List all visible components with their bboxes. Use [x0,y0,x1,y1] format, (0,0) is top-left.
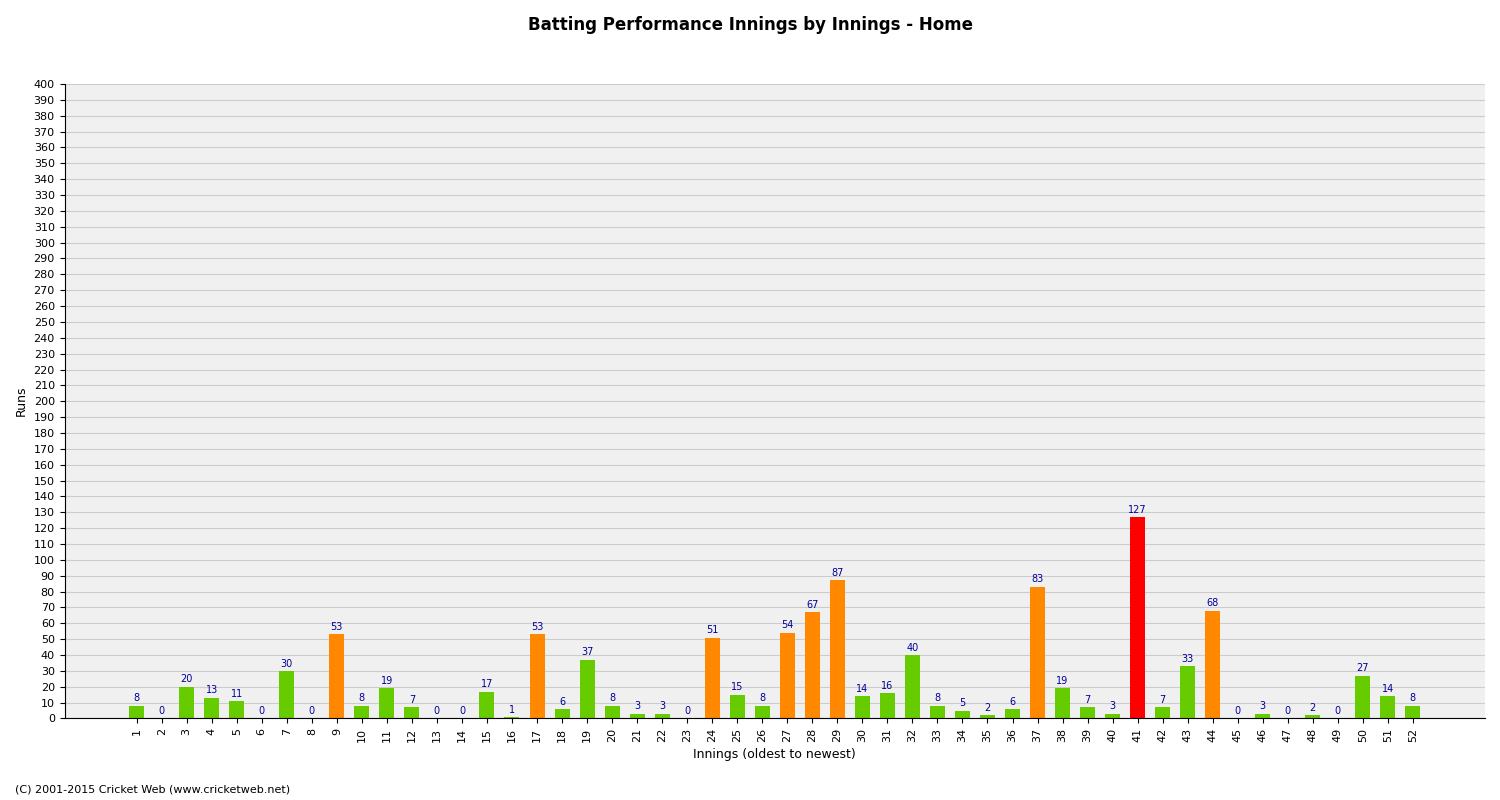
Text: 33: 33 [1182,654,1194,664]
Bar [1030,587,1045,718]
Text: 7: 7 [410,695,416,705]
Text: 8: 8 [609,694,615,703]
Bar [230,701,244,718]
Text: 8: 8 [134,694,140,703]
Text: 0: 0 [1284,706,1292,716]
Bar [579,660,594,718]
Bar [1054,688,1070,718]
Text: 0: 0 [1234,706,1240,716]
Text: 54: 54 [782,621,794,630]
Bar [504,717,519,718]
Text: 0: 0 [1335,706,1341,716]
Text: 2: 2 [984,703,990,713]
Text: 40: 40 [906,642,918,653]
Text: 2: 2 [1310,703,1316,713]
Text: 51: 51 [706,625,718,635]
Text: 68: 68 [1206,598,1219,608]
Text: 1: 1 [509,705,515,714]
Text: 67: 67 [806,600,819,610]
Bar [480,691,495,718]
Bar [178,686,194,718]
Text: (C) 2001-2015 Cricket Web (www.cricketweb.net): (C) 2001-2015 Cricket Web (www.cricketwe… [15,784,290,794]
Text: 53: 53 [531,622,543,632]
Bar [555,709,570,718]
Bar [729,694,744,718]
Bar [1380,696,1395,718]
Bar [830,581,844,718]
Bar [705,638,720,718]
Bar [880,693,896,718]
Text: 0: 0 [159,706,165,716]
Bar [1305,715,1320,718]
Bar [630,714,645,718]
Bar [1256,714,1270,718]
Text: 0: 0 [309,706,315,716]
Text: 20: 20 [180,674,194,684]
Bar [1204,610,1219,718]
Bar [980,715,994,718]
Text: 53: 53 [330,622,344,632]
Text: 27: 27 [1356,663,1370,674]
Text: 30: 30 [280,658,292,669]
Text: 6: 6 [560,697,566,706]
Bar [956,710,970,718]
Text: 6: 6 [1010,697,1016,706]
Bar [330,634,345,718]
Bar [904,655,920,718]
Text: 0: 0 [459,706,465,716]
Bar [930,706,945,718]
Bar [1155,707,1170,718]
Bar [1005,709,1020,718]
Bar [380,688,394,718]
Text: 17: 17 [482,679,494,689]
Bar [604,706,619,718]
Text: 83: 83 [1032,574,1044,585]
Text: 16: 16 [882,681,894,690]
Text: 5: 5 [960,698,966,708]
Bar [530,634,544,718]
Bar [806,612,820,718]
Text: 37: 37 [580,647,594,658]
Text: 0: 0 [433,706,439,716]
Bar [855,696,870,718]
Text: 0: 0 [258,706,266,716]
Bar [279,671,294,718]
Text: 7: 7 [1084,695,1090,705]
Bar [654,714,669,718]
Text: 127: 127 [1128,505,1148,514]
Bar [1080,707,1095,718]
Bar [1180,666,1196,718]
Bar [405,707,420,718]
Text: 3: 3 [658,702,664,711]
Text: 87: 87 [831,568,843,578]
Text: Batting Performance Innings by Innings - Home: Batting Performance Innings by Innings -… [528,16,972,34]
Bar [204,698,219,718]
Text: 3: 3 [1260,702,1266,711]
X-axis label: Innings (oldest to newest): Innings (oldest to newest) [693,748,856,761]
Bar [1356,676,1371,718]
Text: 3: 3 [1110,702,1116,711]
Text: 8: 8 [934,694,940,703]
Text: 8: 8 [1410,694,1416,703]
Text: 13: 13 [206,686,218,695]
Text: 15: 15 [730,682,744,692]
Text: 7: 7 [1160,695,1166,705]
Bar [754,706,770,718]
Bar [129,706,144,718]
Bar [1106,714,1120,718]
Text: 11: 11 [231,689,243,698]
Text: 19: 19 [1056,676,1068,686]
Bar [354,706,369,718]
Text: 19: 19 [381,676,393,686]
Bar [1130,517,1144,718]
Text: 8: 8 [358,694,364,703]
Text: 14: 14 [1382,684,1394,694]
Text: 0: 0 [684,706,690,716]
Text: 8: 8 [759,694,765,703]
Bar [1406,706,1420,718]
Y-axis label: Runs: Runs [15,386,28,417]
Bar [780,633,795,718]
Text: 14: 14 [856,684,868,694]
Text: 3: 3 [634,702,640,711]
